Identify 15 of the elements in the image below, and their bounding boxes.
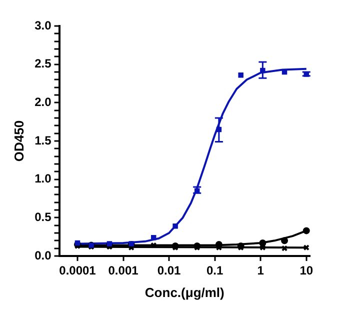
y-tick-label: 3.0 <box>34 18 52 32</box>
x-tick-label: 10 <box>300 264 314 278</box>
y-tick-label: 1.5 <box>34 133 52 148</box>
y-tick-label: 0.0 <box>34 248 52 262</box>
y-tick-label: 2.0 <box>34 94 52 109</box>
x-tick-label: 0.1 <box>206 264 224 278</box>
x-tick-label: 0.001 <box>108 264 139 278</box>
y-tick-label: 2.5 <box>34 56 52 71</box>
x-tick-label: 0.01 <box>157 264 182 278</box>
y-axis-title: OD450 <box>11 120 26 162</box>
x-axis-title: Conc.(μg/ml) <box>144 284 224 300</box>
x-tick-label: 1 <box>257 264 264 278</box>
y-tick-label: 1.0 <box>34 172 52 186</box>
x-tick-label: 0.0001 <box>59 264 96 278</box>
y-tick-label: 0.5 <box>34 210 52 224</box>
